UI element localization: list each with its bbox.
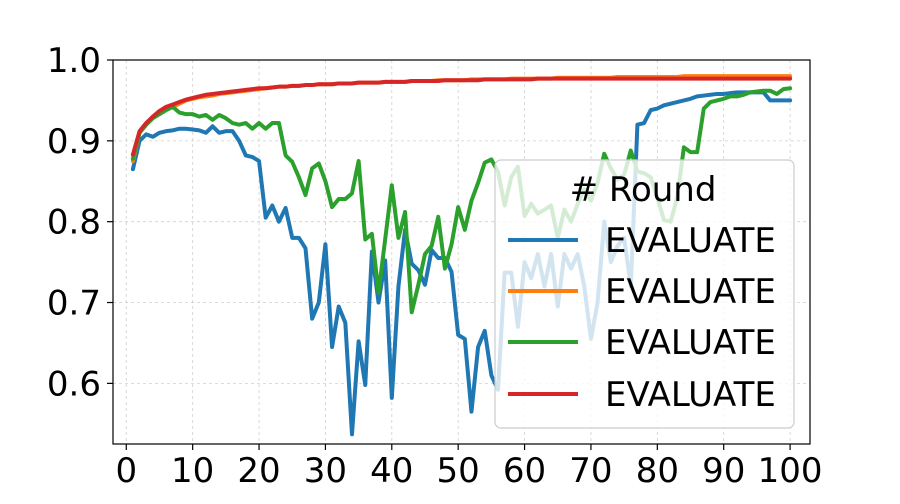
legend: # Round EVALUATE EVALUATE EVALUATE EVALUATE: [494, 159, 795, 429]
axis-ticks: 0 10 20 30 40 50 60 70 80 90 100 0.6 0.7 0.8 0.9 1.0: [47, 41, 823, 491]
x-tick-label: 50: [437, 451, 480, 491]
series-line-2: [130, 74, 793, 164]
legend-label-2: EVALUATE: [605, 272, 776, 312]
plot-frame: [112, 59, 811, 445]
x-tick-label: 10: [171, 451, 214, 491]
y-tick-label: 0.8: [47, 203, 101, 243]
legend-frame: [494, 159, 795, 429]
y-tick-label: 0.7: [47, 284, 101, 324]
legend-label-3: EVALUATE: [605, 323, 776, 363]
legend-label-4: EVALUATE: [605, 375, 776, 415]
y-tick-label: 1.0: [47, 41, 101, 81]
series-line-4: [130, 76, 793, 157]
x-tick-label: 80: [636, 451, 679, 491]
series-line-1: [130, 90, 793, 437]
x-tick-label: 0: [115, 451, 137, 491]
x-tick-label: 20: [237, 451, 280, 491]
x-tick-label: 70: [569, 451, 612, 491]
y-tick-label: 0.9: [47, 122, 101, 162]
legend-label-1: EVALUATE: [605, 221, 776, 261]
x-tick-label: 40: [370, 451, 413, 491]
x-tick-label: 60: [503, 451, 546, 491]
legend-entries: EVALUATE EVALUATE EVALUATE EVALUATE: [508, 221, 776, 415]
y-tick-label: 0.6: [47, 364, 101, 404]
x-tick-label: 100: [758, 451, 823, 491]
x-tick-label: 90: [702, 451, 745, 491]
legend-title: # Round: [570, 170, 717, 210]
x-tick-label: 30: [304, 451, 347, 491]
